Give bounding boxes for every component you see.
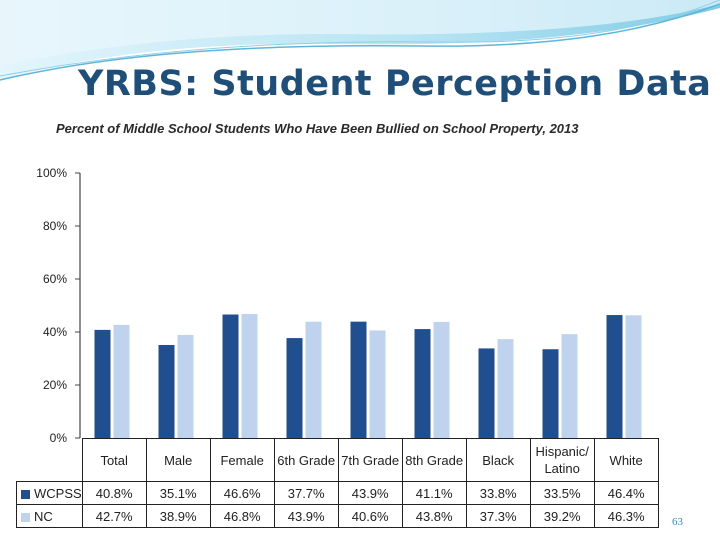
table-cell: 41.1% [401, 481, 467, 505]
bar-wcpss [94, 329, 111, 438]
y-tick-label: 60% [43, 272, 67, 286]
table-cell: 46.8% [209, 504, 275, 528]
table-cell: 46.6% [209, 481, 275, 505]
table-cell: 42.7% [81, 504, 147, 528]
slide-title: YRBS: Student Perception Data [78, 64, 712, 104]
chart-title: Percent of Middle School Students Who Ha… [56, 121, 579, 136]
table-cell: 46.3% [593, 504, 659, 528]
table-header-cell: 8th Grade [401, 438, 467, 482]
table-cell: 40.6% [337, 504, 403, 528]
y-tick-label: 100% [36, 166, 67, 180]
bar-wcpss [606, 315, 623, 438]
table-row: WCPSS 40.8% 35.1% 46.6% 37.7% 43.9% 41.1… [16, 481, 659, 505]
table-cell: 43.9% [337, 481, 403, 505]
bar-wcpss [478, 348, 495, 438]
table-cell: 43.8% [401, 504, 467, 528]
bar-nc [369, 330, 386, 438]
bar-nc [113, 324, 130, 438]
bar-nc [497, 339, 514, 438]
bar-wcpss [414, 329, 431, 438]
table-row: NC 42.7% 38.9% 46.8% 43.9% 40.6% 43.8% 3… [16, 504, 659, 528]
bar-nc [241, 313, 258, 438]
table-cell: 39.2% [529, 504, 595, 528]
y-tick-label: 0% [50, 431, 68, 445]
y-tick-label: 20% [43, 378, 67, 392]
table-cell: 37.7% [273, 481, 339, 505]
y-tick-label: 80% [43, 219, 67, 233]
page-number: 63 [672, 516, 683, 528]
table-cell: 40.8% [81, 481, 147, 505]
bar-nc [433, 321, 450, 438]
table-cell: 43.9% [273, 504, 339, 528]
data-table: Total Male Female 6th Grade 7th Grade 8t… [16, 438, 659, 528]
table-header-cell: Female [209, 438, 275, 482]
legend-label: WCPSS [34, 485, 82, 501]
table-header-cell: White [593, 438, 659, 482]
bar-wcpss [158, 344, 175, 438]
table-header-cell: Black [465, 438, 531, 482]
legend-swatch-nc [21, 512, 30, 522]
legend-entry-nc: NC [16, 504, 83, 528]
bar-wcpss [350, 321, 367, 438]
header-wave-banner [0, 0, 720, 81]
bar-nc [561, 334, 578, 438]
table-cell: 46.4% [593, 481, 659, 505]
legend-swatch-wcpss [21, 489, 30, 499]
table-header-cell: Total [81, 438, 147, 482]
table-header-cell: Male [145, 438, 211, 482]
y-tick-label: 40% [43, 325, 67, 339]
bar-wcpss [542, 349, 559, 438]
table-header-cell: 6th Grade [273, 438, 339, 482]
bar-nc [177, 334, 194, 438]
legend-entry-wcpss: WCPSS [16, 481, 83, 505]
table-header-cell: Hispanic/ Latino [529, 438, 595, 482]
table-cell: 37.3% [465, 504, 531, 528]
table-cell: 38.9% [145, 504, 211, 528]
bar-wcpss [222, 314, 239, 438]
bar-nc [305, 321, 322, 438]
table-cell: 35.1% [145, 481, 211, 505]
table-cell: 33.5% [529, 481, 595, 505]
table-corner [17, 439, 83, 482]
table-cell: 33.8% [465, 481, 531, 505]
bar-wcpss [286, 338, 303, 438]
bar-nc [625, 315, 642, 438]
legend-label: NC [34, 508, 53, 524]
table-header-cell: 7th Grade [337, 438, 403, 482]
